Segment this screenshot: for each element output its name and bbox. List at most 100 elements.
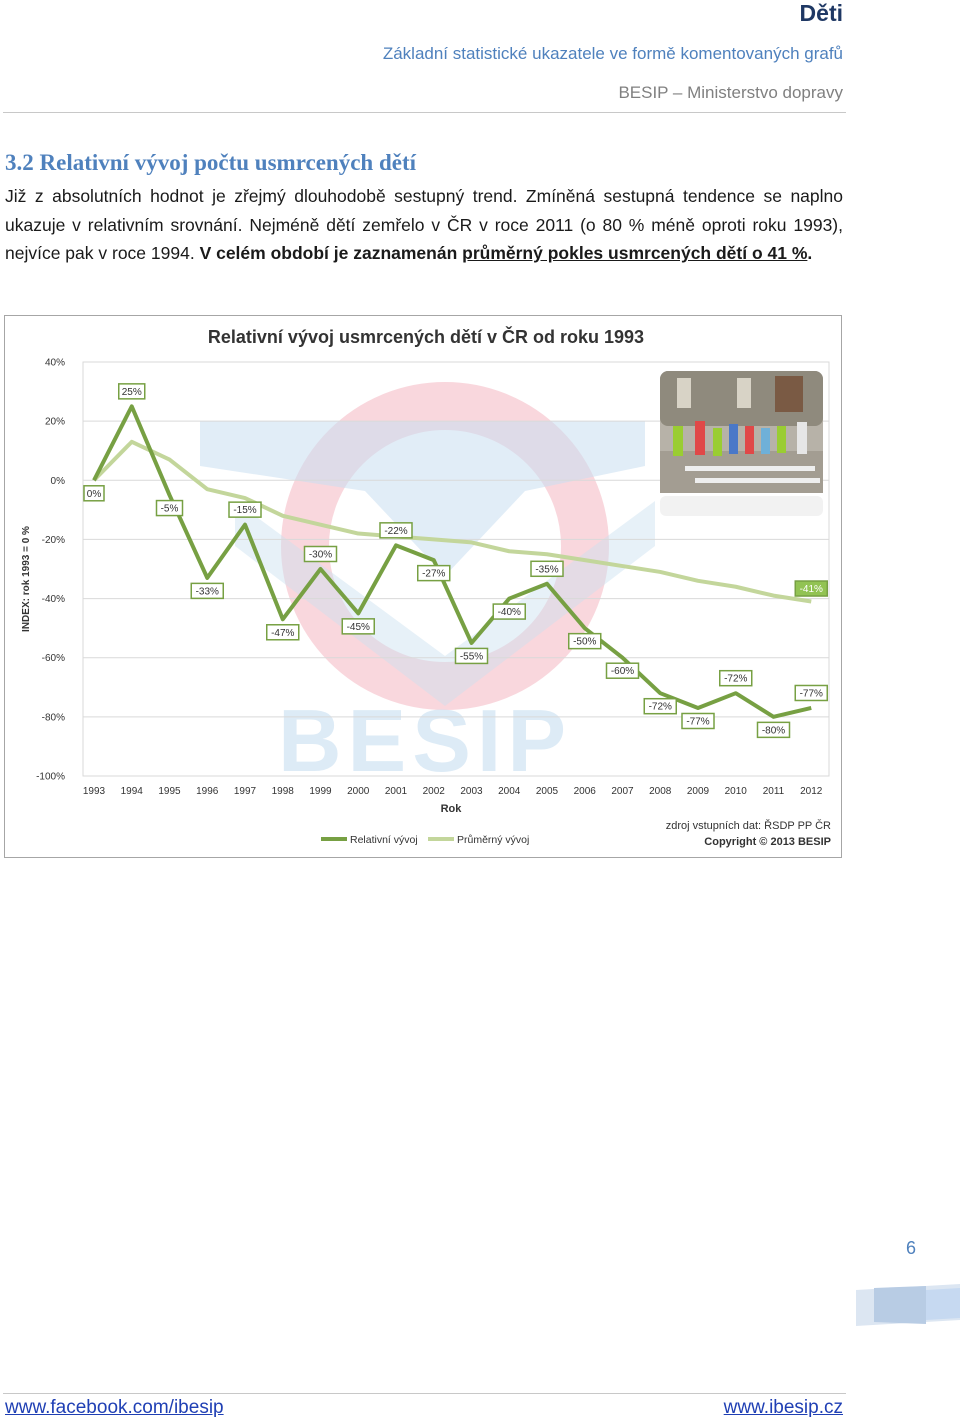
x-tick-label: 2008 — [649, 786, 672, 797]
footer-divider — [3, 1393, 846, 1394]
y-tick-label: -80% — [42, 712, 65, 723]
x-tick-label: 2000 — [347, 786, 370, 797]
chart-source-note: zdroj vstupních dat: ŘSDP PP ČR — [666, 819, 831, 832]
data-label-box — [756, 721, 791, 739]
x-tick-label: 1998 — [272, 786, 295, 797]
document-publisher: BESIP – Ministerstvo dopravy — [618, 83, 843, 102]
y-tick-label: 20% — [45, 417, 65, 428]
average-end-label-box — [794, 580, 828, 597]
x-tick-label: 2002 — [423, 786, 446, 797]
y-tick-label: -40% — [42, 594, 65, 605]
data-label: 0% — [87, 489, 102, 500]
data-label: -45% — [347, 622, 370, 633]
data-label: -55% — [460, 651, 483, 662]
website-link[interactable]: www.ibesip.cz — [723, 1397, 843, 1418]
chart-title: Relativní vývoj usmrcených dětí v ČR od … — [208, 326, 644, 347]
y-tick-label: 0% — [51, 476, 66, 487]
data-label-box — [228, 501, 262, 518]
document-subtitle: Základní statistické ukazatele ve formě … — [382, 44, 843, 63]
y-tick-label: -100% — [36, 772, 65, 783]
data-label-box — [190, 582, 224, 600]
data-label: -72% — [724, 674, 747, 685]
data-label-box — [492, 603, 526, 620]
data-label: -35% — [535, 564, 558, 575]
data-label-box — [454, 647, 489, 665]
data-label: -30% — [309, 550, 332, 561]
data-labels: 0% 25% -5% -33% -15% -47% -30% -45% -22% -27% -55%… — [83, 383, 828, 739]
facebook-link[interactable]: www.facebook.com/ibesip — [5, 1397, 224, 1418]
x-tick-label: 2012 — [800, 786, 823, 797]
y-tick-label: -60% — [42, 653, 65, 664]
data-label-box — [681, 712, 715, 730]
y-tick-label: 40% — [45, 358, 65, 369]
data-label-box — [719, 669, 753, 687]
data-label: -5% — [161, 504, 179, 515]
document-title: Děti — [799, 0, 843, 26]
data-label-box — [530, 560, 564, 578]
data-label: -80% — [762, 725, 785, 736]
paragraph-bold-text: V celém období je zaznamenán — [199, 243, 463, 263]
data-label-box — [341, 618, 375, 635]
x-tick-label: 2010 — [725, 786, 748, 797]
data-label-box — [83, 485, 105, 502]
data-label: -72% — [649, 702, 672, 713]
data-label: -22% — [384, 526, 407, 537]
watermark-text: BESIP — [278, 691, 572, 790]
data-label-box — [379, 522, 413, 539]
relative-deaths-chart: BESIP Relativní vývoj usmrcených dětí v … — [21, 326, 831, 848]
data-label: -33% — [196, 586, 219, 597]
x-tick-label: 2005 — [536, 786, 559, 797]
x-tick-label: 2001 — [385, 786, 408, 797]
data-label: -50% — [573, 637, 596, 648]
x-tick-label: 2009 — [687, 786, 710, 797]
data-label-box — [643, 697, 677, 715]
x-tick-label: 2003 — [460, 786, 483, 797]
data-label: -77% — [686, 716, 709, 727]
chart-series — [92, 404, 812, 719]
chart-container: BESIP Relativní vývoj usmrcených dětí v … — [4, 315, 842, 858]
data-label: -27% — [422, 569, 445, 580]
x-axis-ticks: 1993 1994 1995 1996 1997 1998 1999 2000 2001 2002… — [83, 786, 823, 797]
legend-label-relative: Relativní vývoj — [350, 834, 418, 846]
x-tick-label: 1995 — [158, 786, 181, 797]
series-line-relative — [92, 404, 812, 719]
page-header: Děti Základní statistické ukazatele ve f… — [383, 0, 843, 104]
data-label-box — [266, 624, 300, 641]
x-tick-label: 1996 — [196, 786, 219, 797]
x-tick-label: 1997 — [234, 786, 257, 797]
data-label-box — [155, 499, 184, 517]
x-axis-label: Rok — [441, 803, 463, 815]
besip-watermark: BESIP — [200, 382, 655, 790]
data-label-box — [605, 662, 640, 679]
data-label-box — [794, 684, 828, 702]
x-tick-label: 2006 — [574, 786, 597, 797]
x-tick-label: 2007 — [611, 786, 634, 797]
paragraph-ending: . — [807, 243, 813, 263]
data-label: -60% — [611, 666, 634, 677]
legend-label-average: Průměrný vývoj — [457, 834, 529, 846]
paragraph-text: Již z absolutních hodnot je zřejmý dlouh… — [5, 186, 843, 263]
data-label-box — [303, 545, 338, 563]
x-tick-label: 2011 — [763, 786, 785, 797]
x-tick-label: 1994 — [121, 786, 144, 797]
section-paragraph: Již z absolutních hodnot je zřejmý dlouh… — [5, 182, 843, 268]
data-label-box — [118, 383, 146, 400]
data-label: -40% — [498, 607, 521, 618]
section-heading: 3.2 Relativní vývoj počtu usmrcených dět… — [5, 150, 417, 175]
y-axis-ticks: 40% 20% 0% -20% -40% -60% -80% -100% — [36, 358, 65, 783]
data-label-box — [568, 632, 602, 650]
chart-legend: Relativní vývoj Průměrný vývoj — [321, 834, 529, 846]
data-label: 25% — [122, 387, 142, 398]
y-tick-label: -20% — [42, 535, 65, 546]
average-end-label: -41% — [800, 584, 823, 595]
paragraph-underlined-text: průměrný pokles usmrcených dětí o 41 % — [462, 243, 808, 263]
y-axis-label: INDEX: rok 1993 = 0 % — [21, 526, 32, 632]
data-label-box — [417, 564, 451, 582]
series-line-average — [92, 439, 812, 604]
x-tick-label: 2004 — [498, 786, 521, 797]
x-tick-label: 1993 — [83, 786, 106, 797]
corner-decoration — [856, 1284, 960, 1326]
data-label: -15% — [233, 505, 256, 516]
chart-copyright: Copyright © 2013 BESIP — [704, 836, 831, 848]
page-number: 6 — [906, 1238, 917, 1258]
